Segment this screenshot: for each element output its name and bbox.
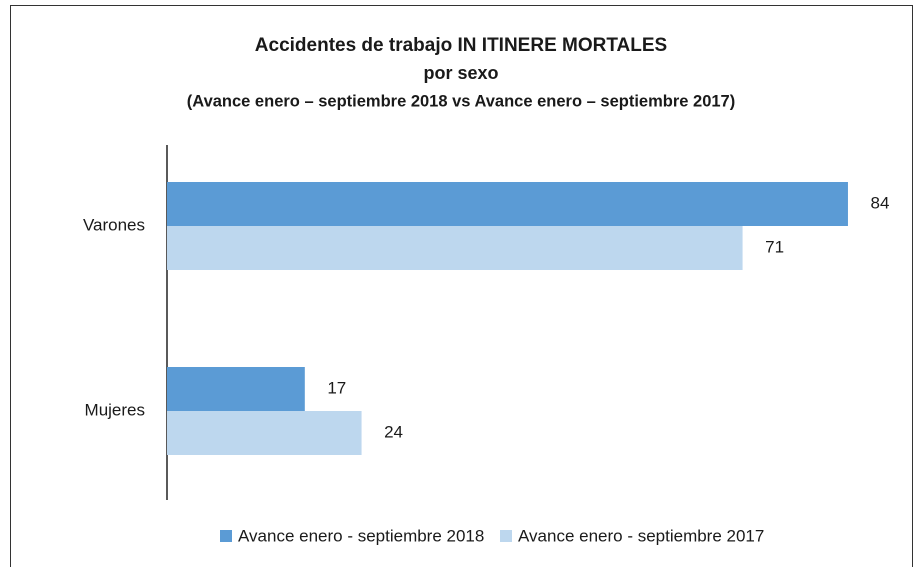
data-label: 71 [765,237,784,256]
chart-title: Accidentes de trabajo IN ITINERE MORTALE… [255,35,667,56]
y-tick-label: Mujeres [85,400,145,419]
bar [167,367,305,411]
data-label: 84 [870,193,889,212]
y-tick-label: Varones [83,215,145,234]
bar [167,182,848,226]
bar [167,411,362,455]
legend-label: Avance enero - septiembre 2017 [518,526,764,545]
bar [167,226,743,270]
legend-swatch [220,530,232,542]
chart-title: por sexo [423,63,498,83]
legend-swatch [500,530,512,542]
chart-subtitle: (Avance enero – septiembre 2018 vs Avanc… [187,92,735,110]
frame [10,5,913,567]
data-label: 24 [384,422,403,441]
legend-label: Avance enero - septiembre 2018 [238,526,484,545]
data-label: 17 [327,378,346,397]
